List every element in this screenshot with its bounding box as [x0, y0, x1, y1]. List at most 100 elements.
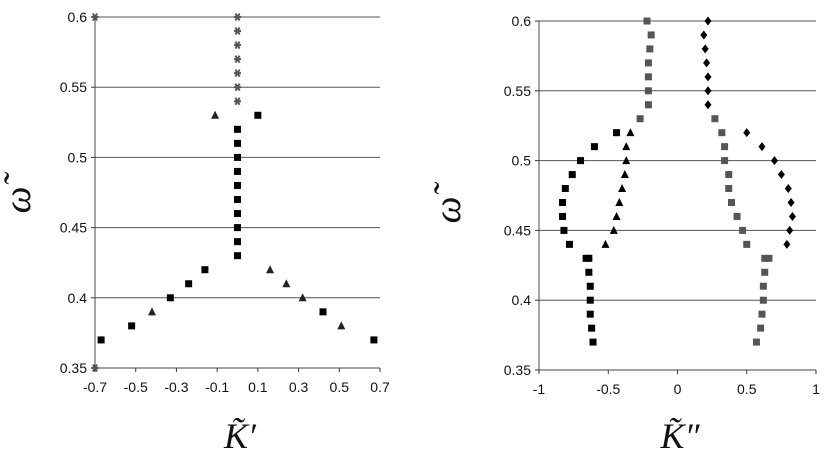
left-y-tick-label-2: 0.45	[60, 220, 87, 236]
right-point-s1-8	[711, 115, 719, 123]
right-point-s2-6	[612, 211, 621, 220]
right-point-s0-11	[559, 198, 567, 206]
left-point-s2-5-stroke	[234, 27, 241, 36]
left-point-s2-3-stroke	[234, 55, 241, 64]
right-point-s1-23	[758, 310, 766, 318]
right-point-s1-0	[643, 17, 651, 25]
right-y-tick-label-4: 0.55	[504, 83, 531, 99]
left-point-s2-8-stroke	[92, 363, 98, 373]
left-point-s0-2	[234, 224, 241, 232]
right-point-s1-24	[757, 324, 765, 332]
left-x-tick-label-1: -0.5	[124, 379, 148, 395]
right-y-axis-label: ω̃	[427, 181, 469, 224]
left-point-s0-5	[234, 181, 241, 189]
right-y-tick-labels: 0.35 0.4 0.45 0.5 0.55 0.6	[504, 13, 531, 378]
right-point-s1-19	[765, 254, 773, 262]
left-point-s2-6	[234, 12, 241, 22]
left-point-s0-17	[370, 336, 378, 344]
left-x-tick-label-6: 0.5	[330, 379, 350, 395]
right-point-s0-10	[559, 212, 567, 220]
right-point-s0-8	[565, 240, 573, 248]
left-x-tick-label-5: 0.3	[289, 379, 309, 395]
left-point-s2-6-stroke	[234, 12, 241, 22]
right-point-s2-1	[622, 142, 631, 151]
right-point-s3-11	[784, 184, 792, 194]
right-y-tick-label-3: 0.5	[512, 153, 532, 169]
right-point-s1-1	[647, 31, 655, 39]
right-point-s0-1	[588, 324, 596, 332]
left-point-s0-3	[234, 210, 241, 218]
left-point-s1-3	[298, 293, 307, 302]
right-point-s2-4	[618, 184, 627, 193]
left-x-tick-label-0: -0.7	[83, 379, 107, 395]
right-point-s1-4	[644, 73, 652, 81]
right-point-s3-6	[704, 100, 712, 110]
right-point-s2-3	[620, 170, 629, 179]
left-point-s0-8	[234, 139, 241, 147]
right-point-s0-3	[586, 296, 594, 304]
left-x-tick-label-2: -0.3	[164, 379, 188, 395]
right-point-s1-7	[636, 115, 644, 123]
right-point-s3-12	[787, 197, 795, 207]
right-data-points	[559, 16, 796, 346]
right-x-tick-label-3: 0.5	[737, 381, 757, 397]
right-y-axis-label-text: ω̃	[427, 181, 469, 224]
right-point-s1-2	[646, 45, 654, 53]
left-point-s0-12	[185, 280, 193, 288]
left-point-s0-6	[234, 167, 241, 175]
right-point-s1-15	[733, 212, 741, 220]
right-point-s1-10	[721, 143, 729, 151]
right-y-tick-label-0: 0.35	[504, 362, 531, 378]
right-point-s1-6	[644, 101, 652, 109]
left-point-s2-8	[91, 363, 99, 373]
right-point-s2-2	[622, 156, 631, 165]
left-point-s1-1	[266, 265, 275, 274]
left-point-s0-10	[254, 111, 262, 119]
left-point-s0-4	[234, 196, 241, 204]
left-point-s2-5	[234, 27, 241, 36]
right-x-axis-label-text: K̃″	[659, 416, 700, 456]
right-point-s3-1	[700, 30, 708, 40]
right-point-s2-0	[626, 128, 635, 137]
left-point-s0-13	[166, 294, 174, 302]
right-point-s0-7	[585, 254, 593, 262]
right-y-tick-label-1: 0.4	[512, 292, 532, 308]
right-point-s0-5	[585, 268, 593, 276]
right-point-s1-12	[725, 171, 733, 179]
left-point-s2-7	[91, 12, 99, 22]
left-point-s2-1	[234, 83, 241, 92]
right-point-s3-14	[786, 225, 794, 235]
right-point-s1-21	[759, 282, 767, 290]
left-point-s0-9	[234, 125, 241, 133]
right-x-axis-label: K̃″	[659, 416, 700, 456]
right-y-tick-label-5: 0.6	[512, 13, 532, 29]
right-point-s1-5	[644, 87, 652, 95]
right-point-s0-0	[589, 338, 597, 346]
right-point-s1-17	[743, 240, 751, 248]
left-y-tick-label-0: 0.35	[60, 360, 87, 376]
right-point-s1-3	[644, 59, 652, 67]
right-point-s1-22	[759, 296, 767, 304]
right-point-s1-9	[718, 129, 726, 137]
right-scatter-panel: -1 -0.5 0 0.5 1 0.35 0.4 0.45 0.5 0.55 0.6 K̃″ ω̃	[427, 13, 820, 456]
left-point-s0-14	[128, 322, 136, 330]
right-point-s1-14	[728, 198, 736, 206]
right-point-s3-15	[783, 239, 791, 249]
left-y-tick-label-1: 0.4	[68, 290, 88, 306]
right-point-s3-10	[777, 170, 785, 180]
left-y-tick-label-4: 0.55	[60, 79, 87, 95]
right-point-s3-5	[704, 86, 712, 96]
left-y-axis-label: ω̃	[0, 171, 39, 214]
right-point-s3-7	[743, 128, 751, 138]
left-point-s0-0	[234, 252, 241, 260]
right-point-s1-16	[739, 226, 747, 234]
left-x-axis-label-text: K̃′	[223, 416, 257, 456]
right-point-s1-11	[721, 157, 729, 165]
left-point-s2-0	[234, 97, 241, 106]
left-x-tick-label-4: 0.1	[248, 379, 268, 395]
right-point-s3-4	[704, 72, 712, 82]
right-x-tick-label-4: 1	[812, 381, 820, 397]
left-point-s0-1	[234, 238, 241, 246]
left-point-s2-4-stroke	[234, 41, 241, 50]
